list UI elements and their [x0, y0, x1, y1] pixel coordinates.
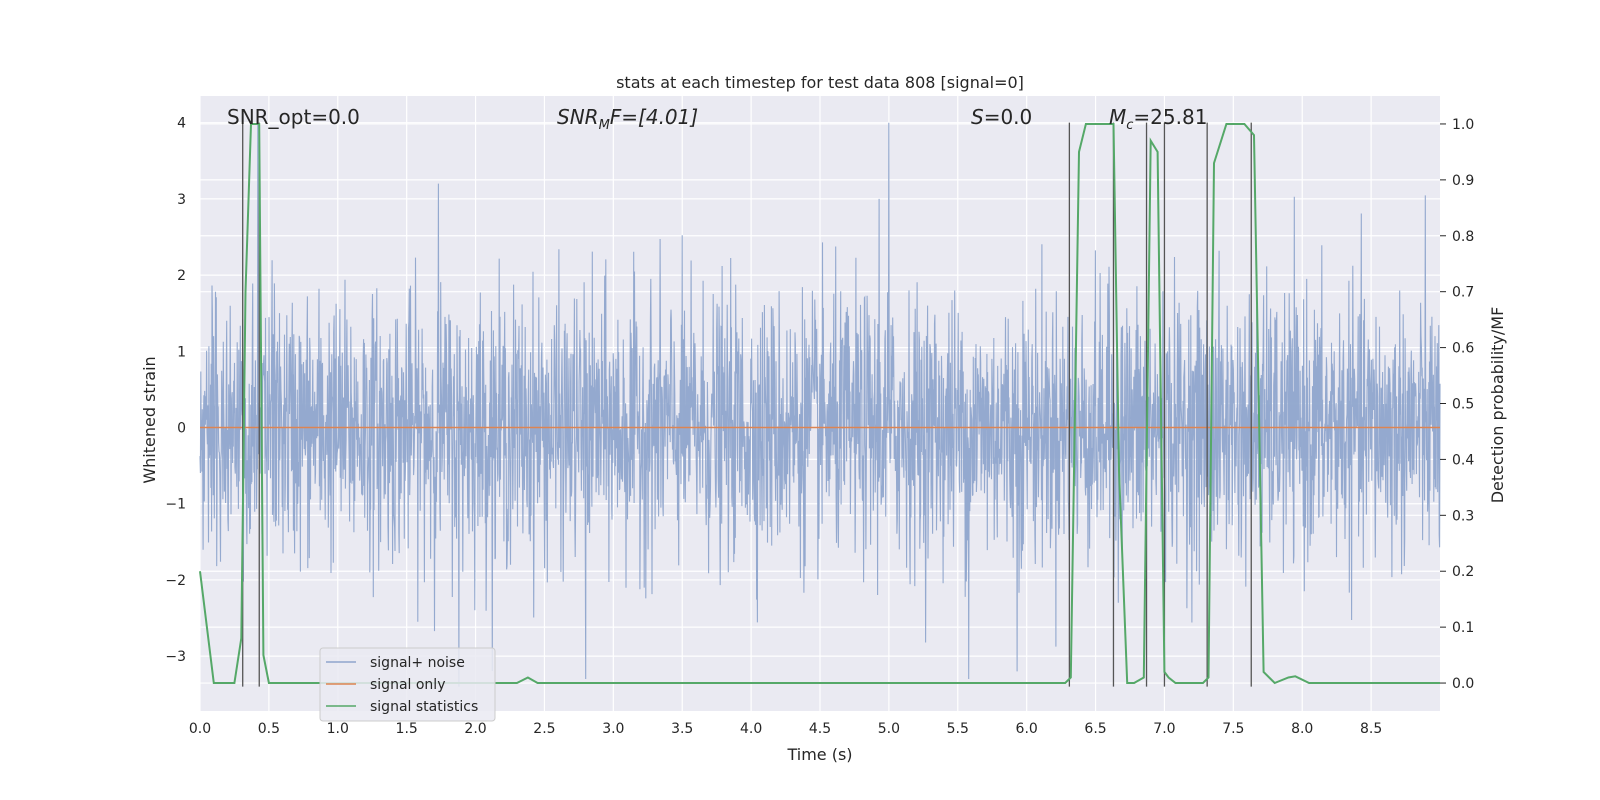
- series-signal-noise: [199, 122, 1441, 687]
- x-tick-label: 5.0: [878, 721, 900, 737]
- annotation-snr-mf-rest: F=[4.01]: [610, 105, 698, 129]
- signal-statistics-line: [199, 123, 1440, 685]
- legend: signal+ noise signal only signal statist…: [319, 647, 496, 722]
- y-right-tick-label: 0.4: [1452, 452, 1474, 468]
- legend-label-signal-noise: signal+ noise: [370, 655, 465, 671]
- x-tick-label: 3.0: [602, 721, 624, 737]
- y-right-tick-label: 1.0: [1452, 117, 1474, 133]
- annotation-snr-mf-sub: M: [599, 118, 610, 133]
- y-left-tick-label: 4: [177, 116, 186, 132]
- legend-box: [319, 647, 496, 722]
- y-left-tick-label: 3: [177, 192, 186, 208]
- y-left-tick-label: −3: [165, 649, 186, 665]
- annotation-mc: Mc=25.81: [1109, 105, 1207, 133]
- y-right-tick-label: 0.2: [1452, 564, 1474, 580]
- annotation-snr-mf: SNRMF=[4.01]: [557, 105, 698, 133]
- chart-title: stats at each timestep for test data 808…: [616, 73, 1024, 92]
- y-right-axis-label: Detection probability/MF: [1488, 307, 1507, 504]
- y-right-tick-label: 0.1: [1452, 620, 1474, 636]
- legend-label-signal-only: signal only: [370, 677, 445, 693]
- x-tick-label: 6.0: [1016, 721, 1038, 737]
- y-left-tick-label: 1: [177, 344, 186, 360]
- annotation-s-rest: =0.0: [984, 105, 1033, 129]
- annotation-s-ital: S: [971, 105, 984, 129]
- x-tick-label: 8.0: [1291, 721, 1313, 737]
- y-right-tick-label: 0.5: [1452, 397, 1474, 413]
- x-tick-labels: 0.0 0.5 1.0 1.5 2.0 2.5 3.0 3.5 4.0 4.5 5.0 5.5 6.0 6…: [189, 721, 1382, 737]
- x-tick-label: 4.0: [740, 721, 762, 737]
- y-left-tick-labels: −3 −2 −1 0 1 2 3 4: [165, 116, 186, 665]
- x-tick-label: 2.0: [464, 721, 486, 737]
- y-left-axis-label: Whitened strain: [140, 356, 159, 483]
- x-tick-label: 2.5: [533, 721, 555, 737]
- x-axis-label: Time (s): [786, 745, 852, 764]
- legend-label-signal-statistics: signal statistics: [370, 699, 478, 715]
- y-right-tick-label: 0.6: [1452, 341, 1474, 357]
- y-right-tick-label: 0.9: [1452, 173, 1474, 189]
- x-tick-label: 1.5: [396, 721, 418, 737]
- x-tick-label: 0.5: [258, 721, 280, 737]
- noise-line: [199, 122, 1441, 687]
- annotation-snr-mf-base: SNR: [557, 105, 599, 129]
- annotation-mc-ital: M: [1109, 105, 1126, 129]
- x-tick-label: 6.5: [1084, 721, 1106, 737]
- x-tick-label: 3.5: [671, 721, 693, 737]
- x-tick-label: 8.5: [1360, 721, 1382, 737]
- x-tick-label: 7.5: [1222, 721, 1244, 737]
- y-right-tick-labels: 0.0 0.1 0.2 0.3 0.4 0.5 0.6 0.7 0.8 0.9 1.0: [1440, 117, 1474, 692]
- y-left-tick-label: −1: [165, 497, 186, 513]
- y-left-tick-label: 2: [177, 268, 186, 284]
- x-tick-label: 0.0: [189, 721, 211, 737]
- annotation-mc-rest: =25.81: [1133, 105, 1207, 129]
- y-left-tick-label: 0: [177, 421, 186, 437]
- y-right-tick-label: 0.3: [1452, 508, 1474, 524]
- y-right-tick-label: 0.8: [1452, 229, 1474, 245]
- annotation-s: S=0.0: [971, 105, 1032, 129]
- x-tick-label: 5.5: [947, 721, 969, 737]
- x-tick-label: 7.0: [1153, 721, 1175, 737]
- annotation-snr-opt: SNR_opt=0.0: [227, 105, 360, 129]
- series-signal-statistics: [199, 123, 1440, 685]
- x-tick-label: 1.0: [327, 721, 349, 737]
- y-right-tick-label: 0.7: [1452, 285, 1474, 301]
- y-left-tick-label: −2: [165, 573, 186, 589]
- annotation-mc-sub: c: [1126, 118, 1133, 133]
- x-tick-label: 4.5: [809, 721, 831, 737]
- y-right-tick-label: 0.0: [1452, 676, 1474, 692]
